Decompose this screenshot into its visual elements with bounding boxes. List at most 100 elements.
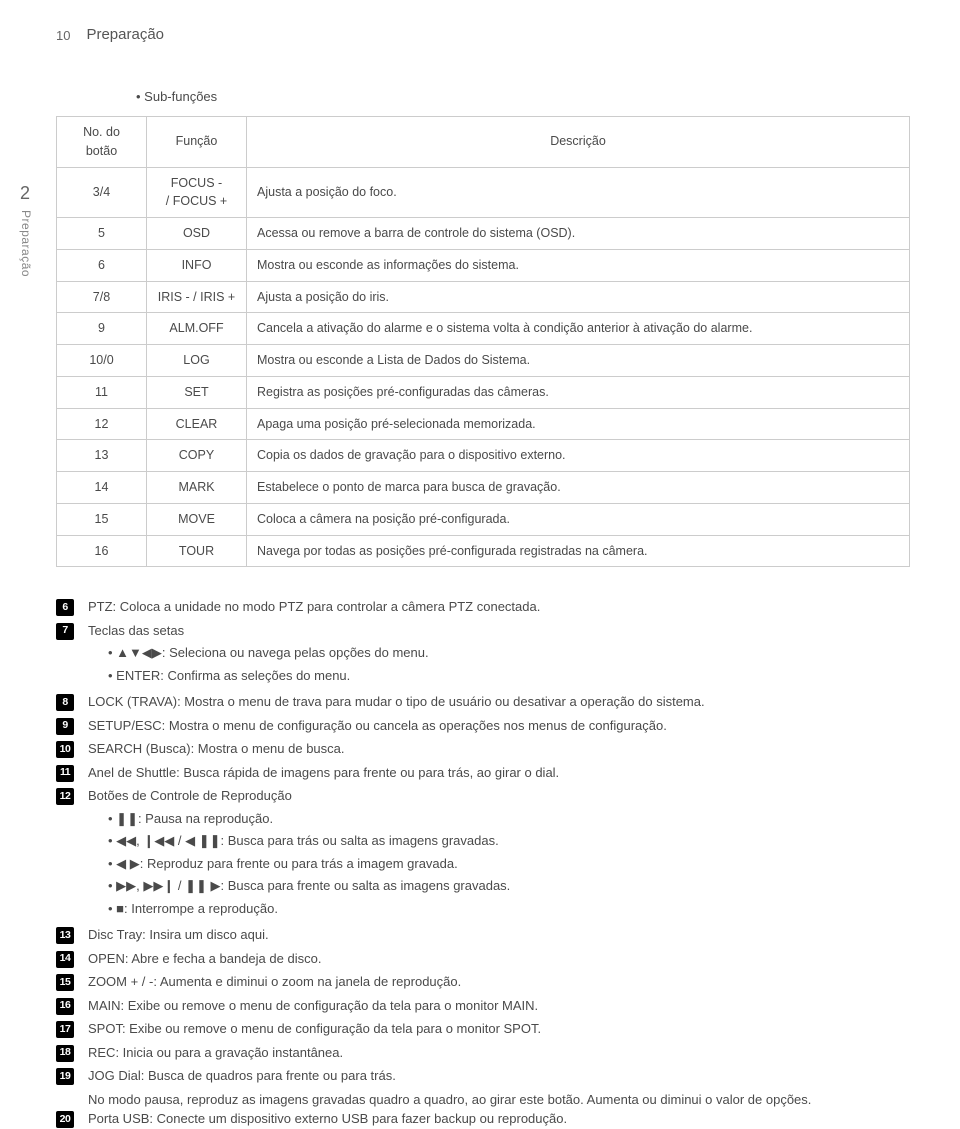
item-text: JOG Dial: Busca de quadros para frente o… (88, 1066, 910, 1086)
item-text: LOCK (TRAVA): Mostra o menu de trava par… (88, 692, 910, 712)
item-body: LOCK (TRAVA): Mostra o menu de trava par… (88, 692, 910, 712)
cell-fn: MOVE (147, 503, 247, 535)
item-text: Teclas das setas (88, 621, 910, 641)
cell-desc: Cancela a ativação do alarme e o sistema… (247, 313, 910, 345)
item-body: ZOOM + / -: Aumenta e diminui o zoom na … (88, 972, 910, 992)
list-item: 7 Teclas das setas▲▼◀▶: Seleciona ou nave… (56, 621, 910, 689)
list-item: 6PTZ: Coloca a unidade no modo PTZ para … (56, 597, 910, 617)
item-number-badge: 9 (56, 718, 74, 735)
item-text: Botões de Controle de Reprodução (88, 786, 910, 806)
cell-desc: Navega por todas as posições pré-configu… (247, 535, 910, 567)
cell-desc: Ajusta a posição do iris. (247, 281, 910, 313)
item-body: SEARCH (Busca): Mostra o menu de busca. (88, 739, 910, 759)
table-row: 16TOURNavega por todas as posições pré-c… (57, 535, 910, 567)
sublist-entry: ◀ ▶: Reproduz para frente ou para trás a… (108, 854, 910, 874)
list-item: 18REC: Inicia ou para a gravação instant… (56, 1043, 910, 1063)
cell-fn: LOG (147, 345, 247, 377)
item-number-badge: 13 (56, 927, 74, 944)
item-body: MAIN: Exibe ou remove o menu de configur… (88, 996, 910, 1016)
cell-no: 10/0 (57, 345, 147, 377)
cell-desc: Ajusta a posição do foco. (247, 167, 910, 218)
sublist-entry: ❚❚: Pausa na reprodução. (108, 809, 910, 829)
item-text: PTZ: Coloca a unidade no modo PTZ para c… (88, 597, 910, 617)
cell-desc: Copia os dados de gravação para o dispos… (247, 440, 910, 472)
item-body: Disc Tray: Insira um disco aqui. (88, 925, 910, 945)
item-sublist: ▲▼◀▶: Seleciona ou navega pelas opções d… (108, 643, 910, 685)
list-item: 13 Disc Tray: Insira um disco aqui. (56, 925, 910, 945)
cell-no: 12 (57, 408, 147, 440)
cell-no: 5 (57, 218, 147, 250)
page-title: Preparação (86, 24, 164, 47)
item-body: Anel de Shuttle: Busca rápida de imagens… (88, 763, 910, 783)
cell-desc: Registra as posições pré-configuradas da… (247, 376, 910, 408)
col-desc: Descrição (247, 117, 910, 168)
content-area: Sub-funções No. do botão Função Descriçã… (56, 87, 910, 1129)
item-number-badge: 10 (56, 741, 74, 758)
page-number: 10 (56, 26, 70, 46)
sublist-entry: ◀◀, ❙◀◀ / ◀ ❚❚: Busca para trás ou salta… (108, 831, 910, 851)
table-header-row: No. do botão Função Descrição (57, 117, 910, 168)
sublist-entry: ■: Interrompe a reprodução. (108, 899, 910, 919)
cell-fn: SET (147, 376, 247, 408)
item-body: REC: Inicia ou para a gravação instantân… (88, 1043, 910, 1063)
item-body: OPEN: Abre e fecha a bandeja de disco. (88, 949, 910, 969)
list-item: 17 SPOT: Exibe ou remove o menu de config… (56, 1019, 910, 1039)
item-text: MAIN: Exibe ou remove o menu de configur… (88, 996, 910, 1016)
item-text: SPOT: Exibe ou remove o menu de configur… (88, 1019, 910, 1039)
item-number-badge: 20 (56, 1111, 74, 1128)
table-row: 9ALM.OFFCancela a ativação do alarme e o… (57, 313, 910, 345)
item-text: ZOOM + / -: Aumenta e diminui o zoom na … (88, 972, 910, 992)
cell-no: 13 (57, 440, 147, 472)
cell-fn: COPY (147, 440, 247, 472)
table-row: 5OSDAcessa ou remove a barra de controle… (57, 218, 910, 250)
cell-no: 6 (57, 249, 147, 281)
cell-fn: MARK (147, 472, 247, 504)
item-text: Anel de Shuttle: Busca rápida de imagens… (88, 763, 910, 783)
cell-no: 11 (57, 376, 147, 408)
cell-desc: Mostra ou esconde as informações do sist… (247, 249, 910, 281)
list-item: 16MAIN: Exibe ou remove o menu de config… (56, 996, 910, 1016)
list-item: 9 SETUP/ESC: Mostra o menu de configuraçã… (56, 716, 910, 736)
sublist-entry: ▶▶, ▶▶❙ / ❚❚ ▶: Busca para frente ou sal… (108, 876, 910, 896)
cell-no: 14 (57, 472, 147, 504)
cell-desc: Acessa ou remove a barra de controle do … (247, 218, 910, 250)
cell-fn: TOUR (147, 535, 247, 567)
table-row: 10/0LOGMostra ou esconde a Lista de Dado… (57, 345, 910, 377)
table-row: 13COPYCopia os dados de gravação para o … (57, 440, 910, 472)
item-body: SPOT: Exibe ou remove o menu de configur… (88, 1019, 910, 1039)
subfunctions-heading: Sub-funções (136, 87, 910, 107)
cell-no: 3/4 (57, 167, 147, 218)
cell-fn: ALM.OFF (147, 313, 247, 345)
cell-no: 16 (57, 535, 147, 567)
table-row: 15MOVEColoca a câmera na posição pré-con… (57, 503, 910, 535)
cell-fn: FOCUS -/ FOCUS + (147, 167, 247, 218)
cell-fn: INFO (147, 249, 247, 281)
sublist-entry: ▲▼◀▶: Seleciona ou navega pelas opções d… (108, 643, 910, 663)
side-tab-number: 2 (20, 180, 30, 207)
col-no: No. do botão (57, 117, 147, 168)
col-fn: Função (147, 117, 247, 168)
item-text: Porta USB: Conecte um dispositivo extern… (88, 1109, 910, 1129)
cell-fn: OSD (147, 218, 247, 250)
side-tab-label: Preparação (17, 210, 35, 277)
item-number-badge: 12 (56, 788, 74, 805)
item-text: SEARCH (Busca): Mostra o menu de busca. (88, 739, 910, 759)
cell-fn: CLEAR (147, 408, 247, 440)
cell-desc: Estabelece o ponto de marca para busca d… (247, 472, 910, 504)
list-item: 11Anel de Shuttle: Busca rápida de image… (56, 763, 910, 783)
cell-no: 15 (57, 503, 147, 535)
cell-desc: Apaga uma posição pré-selecionada memori… (247, 408, 910, 440)
item-body: JOG Dial: Busca de quadros para frente o… (88, 1066, 910, 1086)
item-number-badge: 15 (56, 974, 74, 991)
page-header: 10 Preparação (56, 24, 910, 47)
item-number-badge: 17 (56, 1021, 74, 1038)
item-body: PTZ: Coloca a unidade no modo PTZ para c… (88, 597, 910, 617)
table-row: 11SETRegistra as posições pré-configurad… (57, 376, 910, 408)
list-item: 14 OPEN: Abre e fecha a bandeja de disco. (56, 949, 910, 969)
item-number-badge: 7 (56, 623, 74, 640)
item-body: Teclas das setas▲▼◀▶: Seleciona ou naveg… (88, 621, 910, 689)
item-text: SETUP/ESC: Mostra o menu de configuração… (88, 716, 910, 736)
item-number-badge: 14 (56, 951, 74, 968)
list-item: 20 Porta USB: Conecte um dispositivo exte… (56, 1109, 910, 1129)
subfunctions-table: No. do botão Função Descrição 3/4FOCUS -… (56, 116, 910, 567)
